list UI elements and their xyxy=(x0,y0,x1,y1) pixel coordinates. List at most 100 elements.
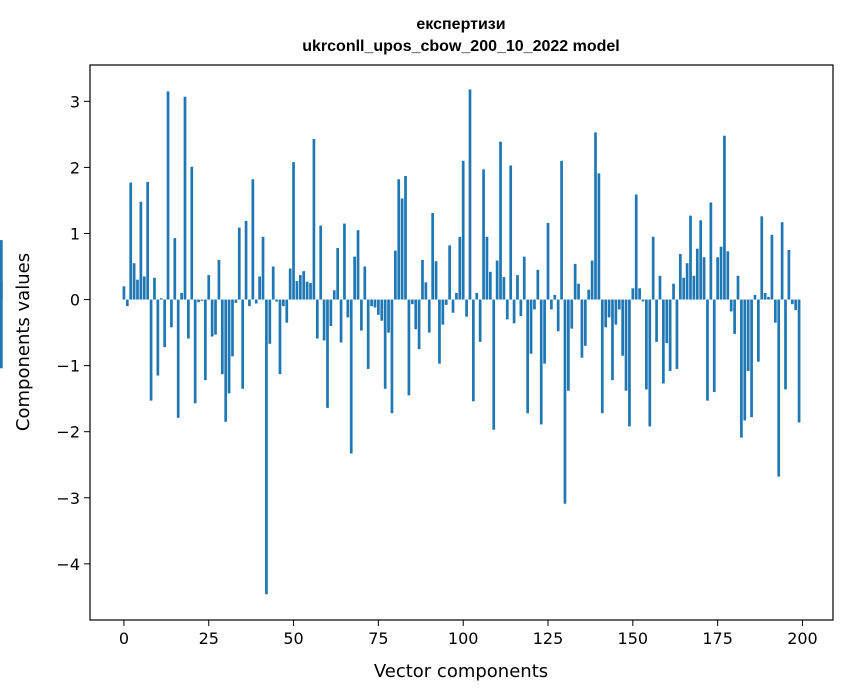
bar xyxy=(546,222,550,300)
bar xyxy=(451,299,455,313)
bar xyxy=(658,275,662,300)
bar xyxy=(648,299,652,427)
bar xyxy=(132,263,136,300)
x-axis-label: Vector components xyxy=(374,661,548,682)
bar xyxy=(210,299,214,337)
bar xyxy=(305,281,309,300)
bar xyxy=(288,268,292,300)
bar xyxy=(645,299,648,390)
bar xyxy=(533,299,536,310)
bar xyxy=(322,299,326,341)
chart-title: експертизи xyxy=(416,16,505,33)
bar xyxy=(302,271,306,300)
bar xyxy=(214,299,217,335)
bar xyxy=(312,139,316,300)
bar xyxy=(295,281,299,300)
bar xyxy=(529,299,533,354)
bar xyxy=(573,263,577,300)
bar xyxy=(526,299,530,414)
bar xyxy=(482,169,485,300)
bar xyxy=(346,299,350,318)
bar xyxy=(220,299,224,375)
bar xyxy=(689,215,692,300)
bar xyxy=(651,236,655,300)
x-tick-label: 0 xyxy=(119,629,129,648)
bar xyxy=(339,299,343,343)
y-tick-label: −2 xyxy=(56,423,80,442)
bar xyxy=(319,225,323,300)
bar xyxy=(668,299,672,371)
bar xyxy=(180,292,183,300)
bar xyxy=(604,299,608,328)
bar xyxy=(163,299,166,348)
bar xyxy=(621,299,625,356)
bar xyxy=(699,220,703,300)
y-tick-label: 1 xyxy=(70,224,80,243)
bar xyxy=(492,299,496,430)
bar xyxy=(478,299,482,342)
bar xyxy=(763,292,767,300)
bar xyxy=(197,299,200,303)
bar xyxy=(709,202,713,300)
bar xyxy=(166,91,170,300)
bar xyxy=(580,299,584,358)
bar xyxy=(567,299,570,391)
bar xyxy=(611,299,614,381)
y-axis-label: Components values xyxy=(13,253,34,431)
bar xyxy=(733,299,736,334)
bar xyxy=(797,299,801,423)
bar xyxy=(519,299,523,317)
bar xyxy=(692,275,696,300)
bar xyxy=(553,294,557,300)
bar xyxy=(370,299,373,307)
x-tick-label: 175 xyxy=(702,629,733,648)
bar xyxy=(563,299,567,504)
bar xyxy=(682,277,686,300)
bar xyxy=(790,299,794,305)
x-tick-label: 25 xyxy=(199,629,219,648)
bar xyxy=(736,275,740,300)
y-tick-label: −4 xyxy=(56,555,80,574)
bar xyxy=(777,299,781,477)
bar xyxy=(634,194,638,300)
bar xyxy=(377,299,380,315)
bar xyxy=(244,220,248,300)
y-tick-label: 3 xyxy=(70,92,80,111)
bar xyxy=(522,256,526,300)
bar xyxy=(183,96,187,300)
bar xyxy=(746,299,750,371)
x-axis-ticks: 0 25 50 75 100 125 150 175 200 xyxy=(119,620,818,648)
bar xyxy=(488,271,492,300)
bar xyxy=(587,289,591,300)
bar xyxy=(336,248,340,300)
bar xyxy=(583,299,587,346)
bar xyxy=(505,299,509,320)
bar xyxy=(136,279,139,300)
bar xyxy=(176,299,180,418)
bar xyxy=(672,283,675,300)
bar xyxy=(472,299,475,402)
bar xyxy=(485,236,489,300)
bar xyxy=(539,299,543,425)
x-tick-label: 100 xyxy=(448,629,479,648)
bar xyxy=(448,245,451,300)
bar xyxy=(787,250,791,300)
bar xyxy=(326,299,329,408)
bar xyxy=(743,299,747,421)
bar xyxy=(784,299,787,390)
bar xyxy=(628,299,631,427)
bar xyxy=(441,299,445,325)
bar xyxy=(502,277,506,300)
bar xyxy=(404,176,407,300)
bar xyxy=(285,299,289,323)
bar xyxy=(380,299,384,321)
bar xyxy=(543,299,546,364)
bar xyxy=(397,179,401,300)
bar xyxy=(187,299,190,339)
bar xyxy=(624,299,628,391)
bar xyxy=(0,299,3,369)
bar xyxy=(767,296,770,300)
bar xyxy=(706,299,709,401)
bar xyxy=(421,259,424,300)
bar xyxy=(753,294,757,300)
